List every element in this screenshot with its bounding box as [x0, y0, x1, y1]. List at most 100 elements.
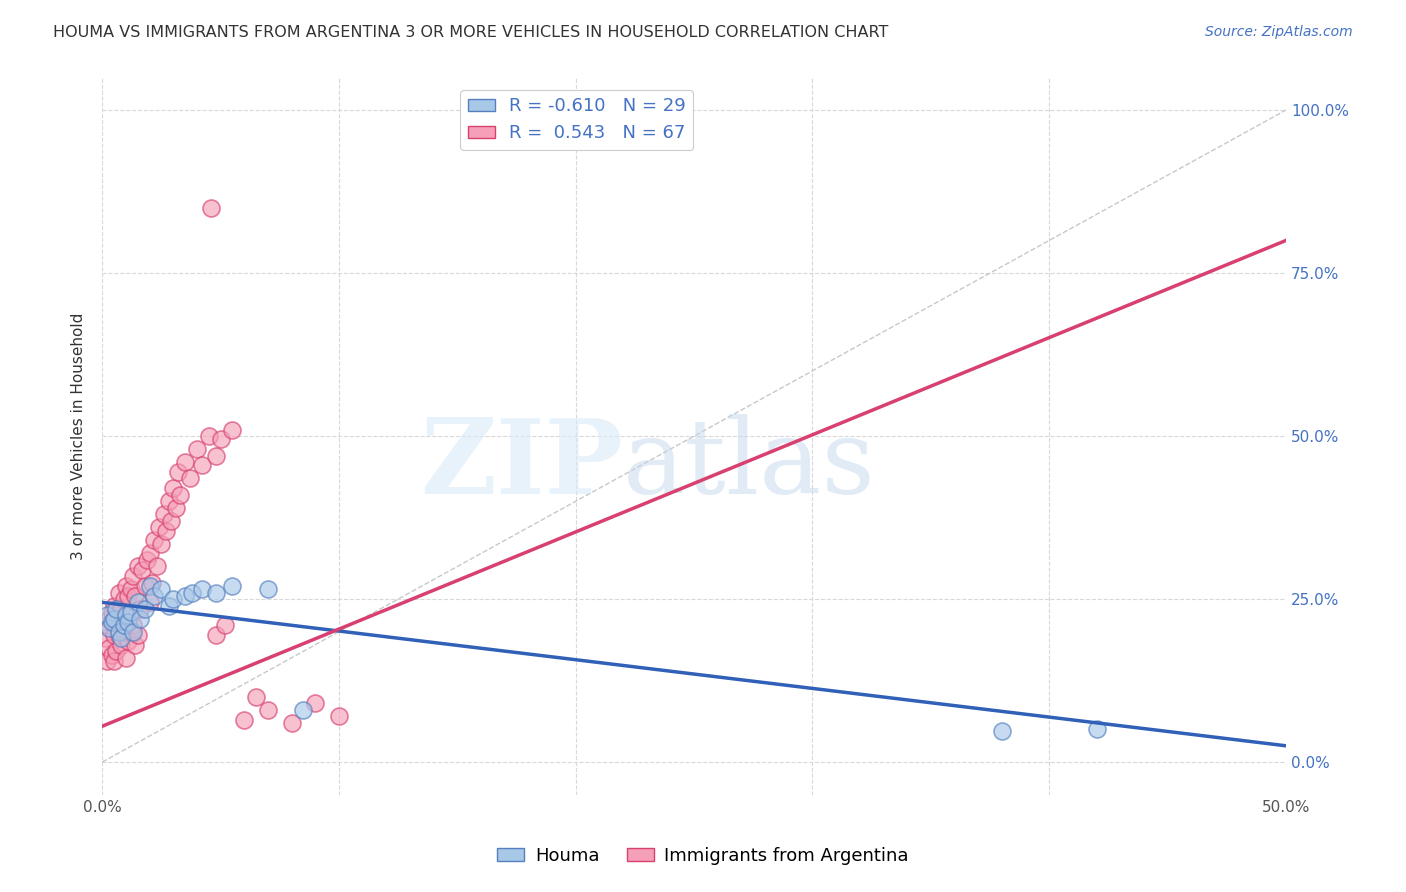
Point [112, 592, 135, 607]
Text: ZIP: ZIP [420, 414, 623, 516]
Point [131, 563, 153, 577]
Point [117, 589, 139, 603]
Point [134, 579, 156, 593]
Point [98, 640, 121, 655]
Point [205, 449, 228, 463]
Point [167, 465, 190, 479]
Point [162, 481, 184, 495]
Point [257, 582, 280, 597]
Point [105, 602, 128, 616]
Point [107, 628, 129, 642]
Text: HOUMA VS IMMIGRANTS FROM ARGENTINA 3 OR MORE VEHICLES IN HOUSEHOLD CORRELATION C: HOUMA VS IMMIGRANTS FROM ARGENTINA 3 OR … [53, 25, 889, 40]
Point [122, 569, 145, 583]
Point [103, 599, 125, 613]
Point [141, 575, 163, 590]
Point [103, 612, 125, 626]
Point [162, 592, 184, 607]
Point [174, 589, 197, 603]
Point [304, 697, 326, 711]
Point [181, 585, 204, 599]
Point [328, 709, 350, 723]
Point [157, 599, 180, 613]
Point [136, 553, 159, 567]
Point [117, 634, 139, 648]
Point [197, 429, 219, 443]
Y-axis label: 3 or more Vehicles in Household: 3 or more Vehicles in Household [72, 312, 86, 560]
Point [115, 608, 138, 623]
Point [100, 605, 122, 619]
Point [100, 648, 122, 662]
Point [107, 624, 129, 639]
Point [98, 612, 121, 626]
Point [150, 582, 173, 597]
Point [221, 579, 243, 593]
Point [105, 615, 128, 629]
Text: Source: ZipAtlas.com: Source: ZipAtlas.com [1205, 25, 1353, 39]
Point [145, 559, 167, 574]
Point [209, 433, 232, 447]
Point [150, 536, 173, 550]
Point [115, 650, 138, 665]
Point [110, 631, 132, 645]
Point [124, 589, 146, 603]
Point [233, 713, 256, 727]
Point [96, 618, 118, 632]
Point [96, 608, 118, 623]
Point [200, 201, 222, 215]
Text: atlas: atlas [623, 414, 876, 516]
Point [138, 595, 160, 609]
Point [110, 602, 132, 616]
Point [292, 703, 315, 717]
Point [143, 533, 166, 548]
Point [129, 612, 152, 626]
Point [245, 690, 267, 704]
Point [98, 622, 121, 636]
Point [105, 644, 128, 658]
Point [280, 716, 302, 731]
Point [179, 471, 201, 485]
Point [991, 723, 1014, 738]
Point [120, 624, 142, 639]
Point [100, 615, 122, 629]
Point [103, 654, 125, 668]
Point [124, 638, 146, 652]
Point [148, 520, 170, 534]
Point [120, 605, 142, 619]
Point [127, 628, 149, 642]
Point [157, 494, 180, 508]
Point [112, 618, 135, 632]
Point [122, 624, 145, 639]
Point [103, 628, 125, 642]
Point [129, 602, 152, 616]
Point [120, 582, 142, 597]
Point [155, 524, 177, 538]
Point [115, 615, 138, 629]
Point [160, 514, 183, 528]
Point [190, 582, 212, 597]
Point [169, 488, 191, 502]
Point [205, 628, 228, 642]
Point [221, 423, 243, 437]
Point [127, 559, 149, 574]
Point [110, 638, 132, 652]
Legend: Houma, Immigrants from Argentina: Houma, Immigrants from Argentina [489, 840, 917, 872]
Point [152, 508, 174, 522]
Point [127, 595, 149, 609]
Point [138, 546, 160, 560]
Legend: R = -0.610   N = 29, R =  0.543   N = 67: R = -0.610 N = 29, R = 0.543 N = 67 [460, 90, 693, 150]
Point [96, 654, 118, 668]
Point [186, 442, 208, 456]
Point [134, 602, 156, 616]
Point [122, 618, 145, 632]
Point [143, 589, 166, 603]
Point [107, 585, 129, 599]
Point [174, 455, 197, 469]
Point [1085, 723, 1108, 737]
Point [112, 624, 135, 639]
Point [138, 579, 160, 593]
Point [165, 500, 187, 515]
Point [115, 579, 138, 593]
Point [117, 615, 139, 629]
Point [214, 618, 236, 632]
Point [257, 703, 280, 717]
